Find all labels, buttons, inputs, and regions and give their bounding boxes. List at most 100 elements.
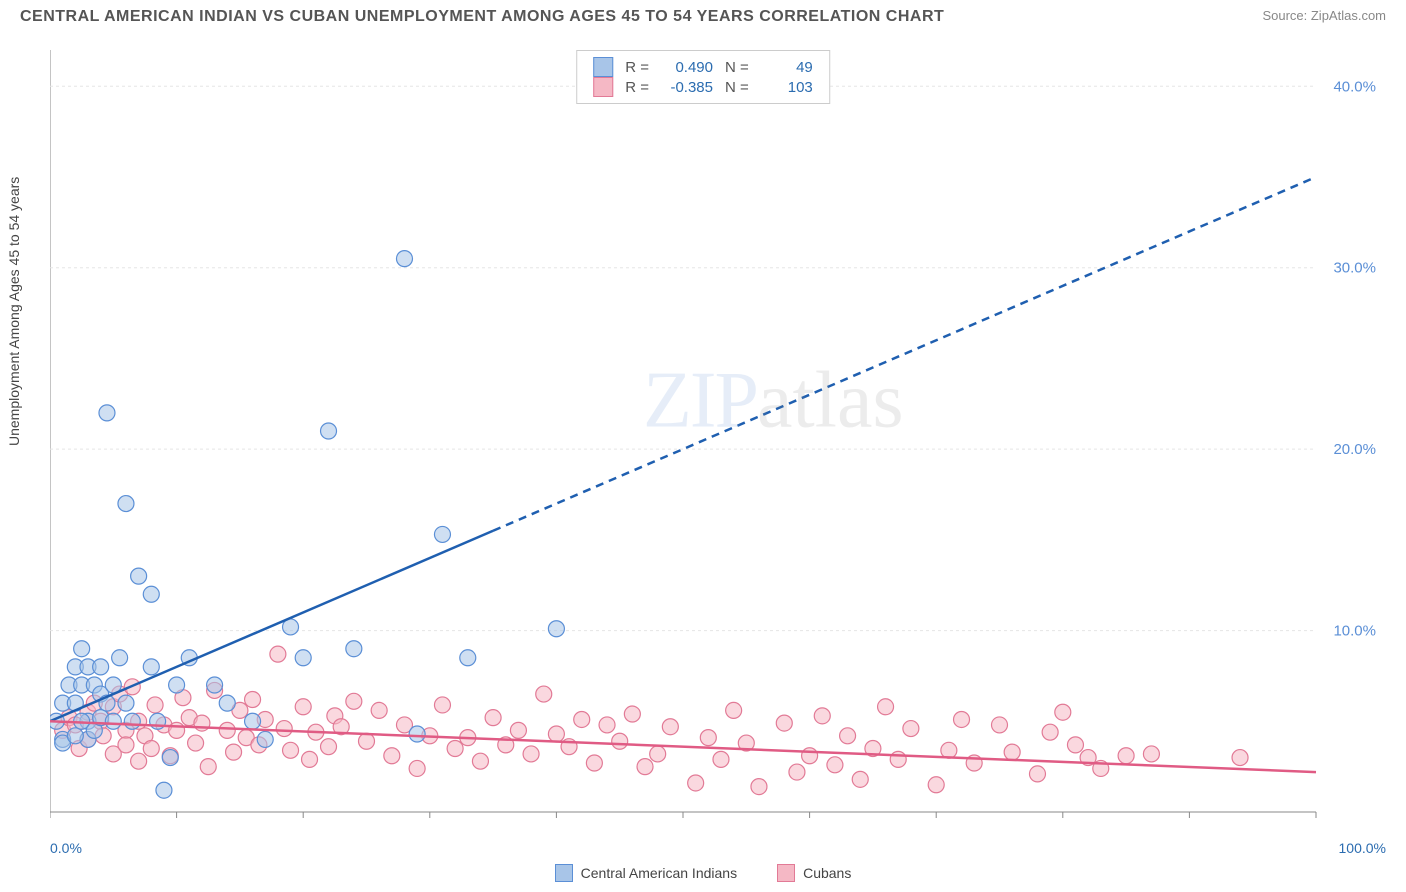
cuban-point	[536, 686, 552, 702]
r-value: -0.385	[661, 79, 713, 96]
cuban-point	[1067, 737, 1083, 753]
cai-point	[143, 659, 159, 675]
legend-swatch	[777, 864, 795, 882]
y-tick-label: 40.0%	[1333, 78, 1376, 95]
cuban-point	[612, 733, 628, 749]
cuban-point	[226, 744, 242, 760]
cai-point	[74, 641, 90, 657]
cai-trendline	[50, 531, 493, 722]
cuban-point	[700, 730, 716, 746]
cuban-point	[954, 711, 970, 727]
cuban-point	[270, 646, 286, 662]
x-axis-labels: 0.0% 100.0%	[50, 840, 1386, 856]
cai-point	[99, 405, 115, 421]
cuban-point	[276, 721, 292, 737]
cuban-point	[599, 717, 615, 733]
y-tick-label: 20.0%	[1333, 441, 1376, 458]
cai-point	[460, 650, 476, 666]
cuban-point	[295, 699, 311, 715]
n-value: 49	[761, 59, 813, 76]
cai-point	[143, 586, 159, 602]
cuban-point	[890, 751, 906, 767]
cuban-point	[510, 722, 526, 738]
cuban-point	[548, 726, 564, 742]
cai-point	[434, 526, 450, 542]
cuban-point	[321, 739, 337, 755]
cuban-point	[472, 753, 488, 769]
chart-title: CENTRAL AMERICAN INDIAN VS CUBAN UNEMPLO…	[20, 8, 944, 26]
cuban-point	[169, 722, 185, 738]
cai-point	[219, 695, 235, 711]
y-axis-label: Unemployment Among Ages 45 to 54 years	[6, 177, 22, 446]
cuban-point	[1118, 748, 1134, 764]
legend-item: Cubans	[777, 864, 851, 882]
cai-point	[67, 728, 83, 744]
cai-trendline-extrapolated	[493, 177, 1316, 531]
cai-point	[105, 713, 121, 729]
cuban-point	[928, 777, 944, 793]
cai-point	[131, 568, 147, 584]
y-tick-label: 30.0%	[1333, 260, 1376, 277]
cuban-point	[751, 779, 767, 795]
series-legend: Central American Indians Cubans	[0, 864, 1406, 882]
cuban-point	[384, 748, 400, 764]
correlation-stats-box: R =0.490N =49R =-0.385N =103	[576, 50, 830, 104]
cuban-point	[283, 742, 299, 758]
cai-point	[321, 423, 337, 439]
cuban-point	[346, 693, 362, 709]
r-label: R =	[625, 79, 649, 96]
cuban-point	[1232, 750, 1248, 766]
cai-point	[112, 650, 128, 666]
legend-label: Central American Indians	[581, 865, 737, 881]
cuban-point	[827, 757, 843, 773]
x-axis-max: 100.0%	[1339, 840, 1386, 856]
cai-point	[245, 713, 261, 729]
y-tick-label: 10.0%	[1333, 623, 1376, 640]
cuban-point	[409, 760, 425, 776]
cuban-point	[992, 717, 1008, 733]
chart-plot-area: 10.0% 20.0% 30.0% 40.0%	[50, 50, 1386, 832]
cai-point	[295, 650, 311, 666]
cuban-point	[1004, 744, 1020, 760]
cuban-point	[245, 692, 261, 708]
stats-row-cai: R =0.490N =49	[593, 57, 813, 77]
x-axis-min: 0.0%	[50, 840, 82, 856]
source-label: Source: ZipAtlas.com	[1262, 8, 1386, 23]
cuban-point	[131, 753, 147, 769]
cuban-point	[147, 697, 163, 713]
cuban-point	[713, 751, 729, 767]
cuban-point	[371, 702, 387, 718]
cuban-point	[776, 715, 792, 731]
cai-point	[396, 251, 412, 267]
cuban-point	[118, 737, 134, 753]
cuban-point	[637, 759, 653, 775]
cuban-point	[802, 748, 818, 764]
cuban-point	[814, 708, 830, 724]
stats-swatch	[593, 57, 613, 77]
cuban-point	[434, 697, 450, 713]
scatter-plot-svg: 10.0% 20.0% 30.0% 40.0%	[50, 50, 1386, 832]
cuban-point	[574, 711, 590, 727]
n-value: 103	[761, 79, 813, 96]
cuban-point	[219, 722, 235, 738]
cuban-point	[688, 775, 704, 791]
cai-point	[162, 750, 178, 766]
cuban-point	[1143, 746, 1159, 762]
cuban-point	[586, 755, 602, 771]
cai-point	[156, 782, 172, 798]
cuban-point	[650, 746, 666, 762]
legend-swatch	[555, 864, 573, 882]
cuban-point	[789, 764, 805, 780]
cai-point	[409, 726, 425, 742]
cai-point	[169, 677, 185, 693]
cuban-point	[1042, 724, 1058, 740]
cai-point	[118, 695, 134, 711]
cuban-point	[840, 728, 856, 744]
legend-item: Central American Indians	[555, 864, 737, 882]
cuban-point	[1029, 766, 1045, 782]
r-label: R =	[625, 59, 649, 76]
stats-swatch	[593, 77, 613, 97]
cuban-point	[523, 746, 539, 762]
cuban-point	[852, 771, 868, 787]
cuban-point	[1055, 704, 1071, 720]
